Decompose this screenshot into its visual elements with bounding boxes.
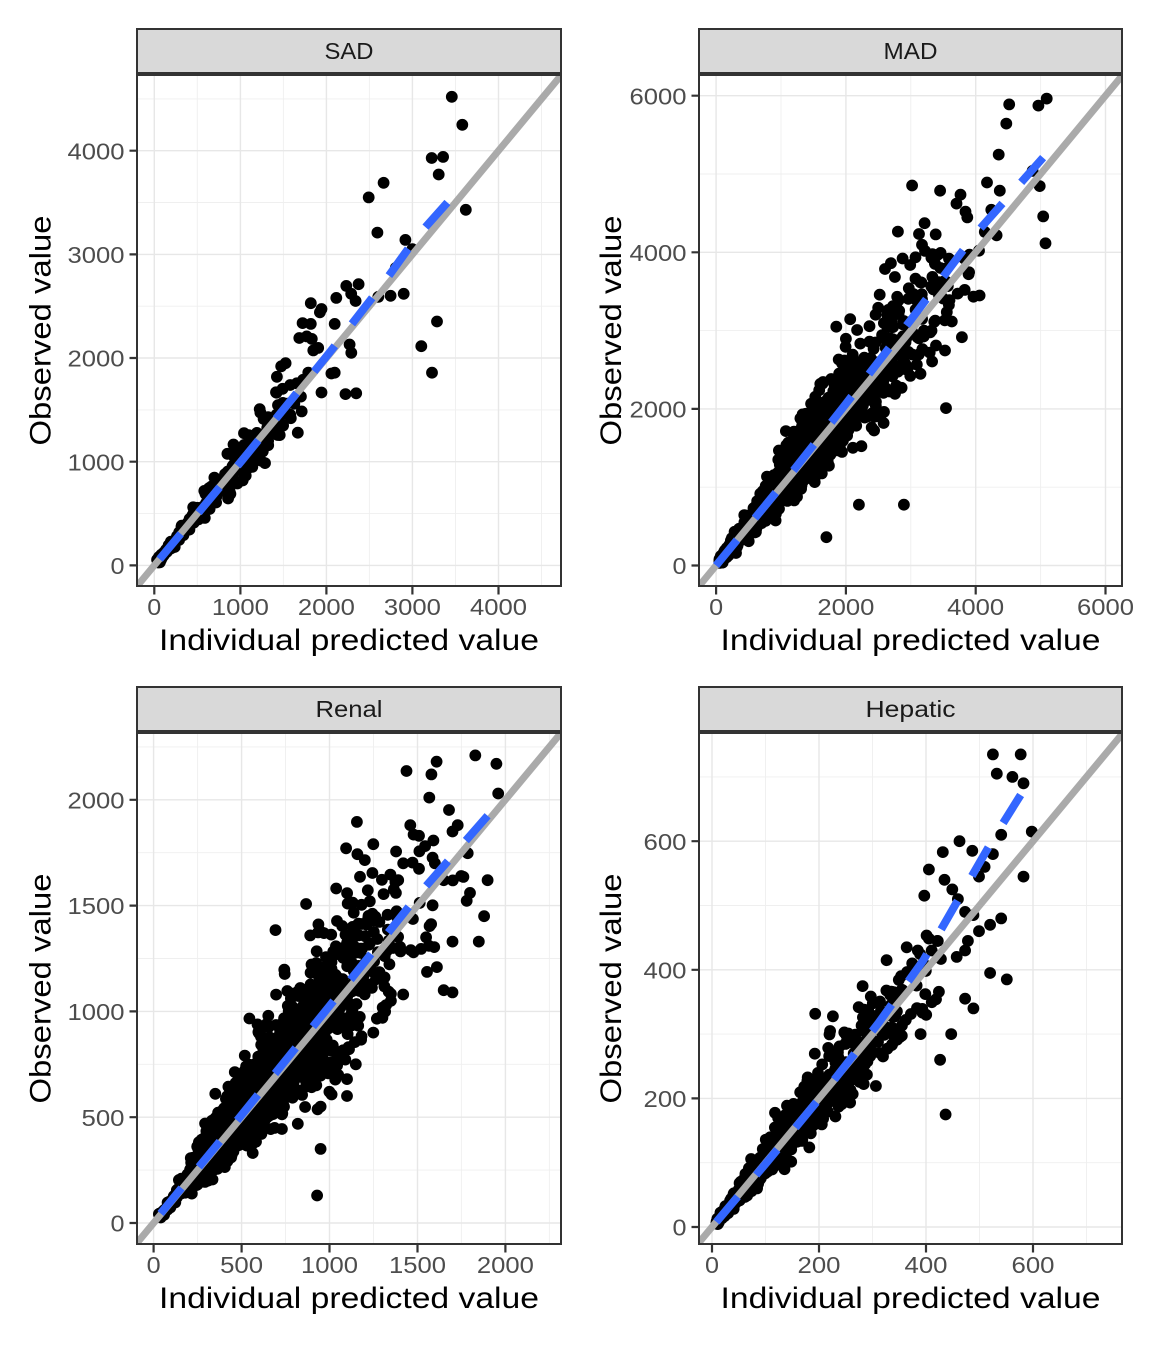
svg-text:0: 0 <box>111 1211 125 1237</box>
svg-text:4000: 4000 <box>470 594 527 620</box>
svg-text:Individual predicted value: Individual predicted value <box>159 624 539 657</box>
svg-text:500: 500 <box>82 1105 125 1131</box>
svg-text:2000: 2000 <box>298 594 355 620</box>
svg-text:200: 200 <box>798 1252 841 1278</box>
svg-text:0: 0 <box>673 553 687 579</box>
svg-text:1000: 1000 <box>68 449 125 475</box>
svg-text:Individual predicted value: Individual predicted value <box>159 1282 539 1315</box>
svg-text:0: 0 <box>147 594 161 620</box>
svg-text:MAD: MAD <box>884 38 938 64</box>
svg-text:2000: 2000 <box>817 594 874 620</box>
svg-text:400: 400 <box>644 957 687 983</box>
svg-text:200: 200 <box>644 1086 687 1112</box>
svg-text:2000: 2000 <box>68 346 125 372</box>
svg-text:6000: 6000 <box>1077 594 1134 620</box>
svg-text:2000: 2000 <box>630 397 687 423</box>
svg-text:Observed value: Observed value <box>25 874 58 1104</box>
svg-text:4000: 4000 <box>68 138 125 164</box>
svg-text:Observed value: Observed value <box>595 874 628 1104</box>
svg-text:Observed value: Observed value <box>595 216 628 446</box>
svg-text:4000: 4000 <box>630 240 687 266</box>
svg-text:500: 500 <box>220 1252 263 1278</box>
svg-text:3000: 3000 <box>68 242 125 268</box>
svg-text:1500: 1500 <box>389 1252 446 1278</box>
svg-text:2000: 2000 <box>477 1252 534 1278</box>
svg-text:600: 600 <box>644 829 687 855</box>
svg-text:6000: 6000 <box>630 83 687 109</box>
svg-text:0: 0 <box>709 594 723 620</box>
svg-text:Individual predicted value: Individual predicted value <box>721 624 1101 657</box>
svg-text:Observed value: Observed value <box>25 216 58 446</box>
svg-text:0: 0 <box>147 1252 161 1278</box>
svg-text:1000: 1000 <box>301 1252 358 1278</box>
svg-text:0: 0 <box>111 553 125 579</box>
svg-text:Renal: Renal <box>316 696 383 722</box>
svg-text:600: 600 <box>1012 1252 1055 1278</box>
svg-text:2000: 2000 <box>68 787 125 813</box>
svg-text:Hepatic: Hepatic <box>866 696 956 722</box>
svg-text:0: 0 <box>673 1215 687 1241</box>
svg-text:1000: 1000 <box>212 594 269 620</box>
svg-text:1000: 1000 <box>68 999 125 1025</box>
svg-text:1500: 1500 <box>68 893 125 919</box>
svg-text:Individual predicted value: Individual predicted value <box>721 1282 1101 1315</box>
svg-text:0: 0 <box>705 1252 719 1278</box>
svg-text:3000: 3000 <box>384 594 441 620</box>
svg-text:SAD: SAD <box>325 38 374 64</box>
svg-text:4000: 4000 <box>947 594 1004 620</box>
svg-text:400: 400 <box>905 1252 948 1278</box>
